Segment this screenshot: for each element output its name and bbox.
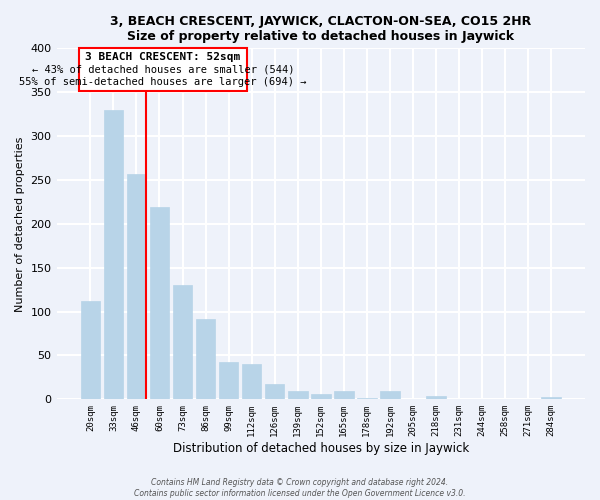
Bar (311, 394, 331, 400)
Bar (541, 396, 561, 400)
Y-axis label: Number of detached properties: Number of detached properties (15, 136, 25, 312)
Bar (196, 320, 215, 400)
Title: 3, BEACH CRESCENT, JAYWICK, CLACTON-ON-SEA, CO15 2HR
Size of property relative t: 3, BEACH CRESCENT, JAYWICK, CLACTON-ON-S… (110, 15, 532, 43)
X-axis label: Distribution of detached houses by size in Jaywick: Distribution of detached houses by size … (173, 442, 469, 455)
Bar (149, 207, 169, 400)
Text: 3 BEACH CRESCENT: 52sqm: 3 BEACH CRESCENT: 52sqm (85, 52, 241, 62)
Bar (173, 286, 193, 400)
Bar (380, 392, 400, 400)
Bar (80, 301, 100, 400)
Bar (265, 384, 284, 400)
Bar (426, 396, 446, 400)
Bar (242, 364, 262, 400)
Text: ← 43% of detached houses are smaller (544): ← 43% of detached houses are smaller (54… (32, 64, 294, 74)
FancyBboxPatch shape (79, 48, 247, 92)
Bar (104, 110, 123, 400)
Bar (219, 362, 238, 400)
Text: Contains HM Land Registry data © Crown copyright and database right 2024.
Contai: Contains HM Land Registry data © Crown c… (134, 478, 466, 498)
Bar (357, 398, 377, 400)
Text: 55% of semi-detached houses are larger (694) →: 55% of semi-detached houses are larger (… (19, 76, 307, 86)
Bar (288, 390, 308, 400)
Bar (334, 392, 353, 400)
Bar (127, 174, 146, 400)
